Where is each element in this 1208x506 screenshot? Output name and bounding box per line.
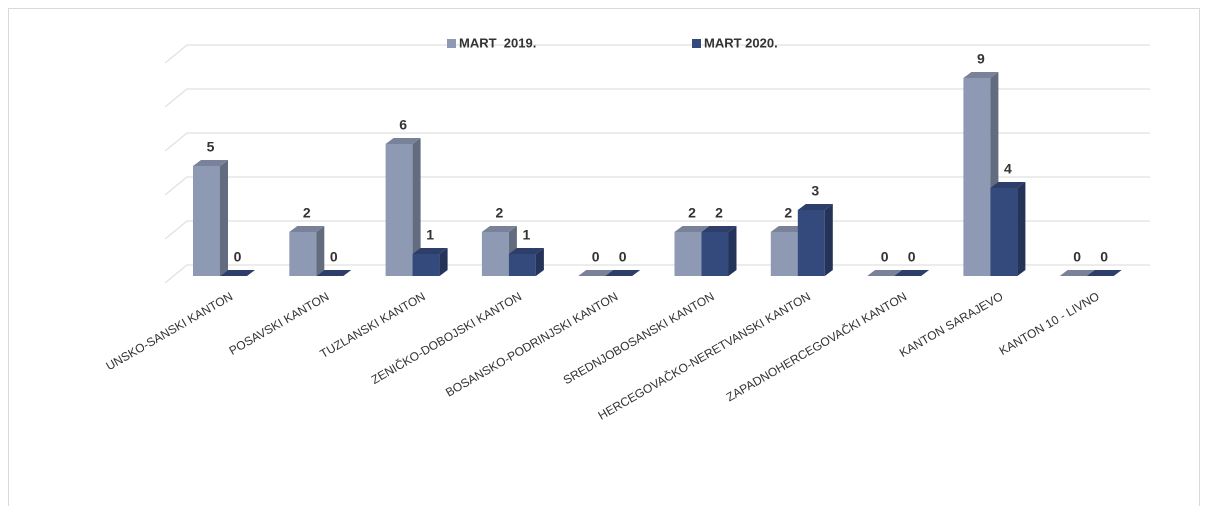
bar-side xyxy=(728,226,737,276)
bar-top xyxy=(674,226,710,232)
data-label: 0 xyxy=(330,249,338,265)
data-label: 2 xyxy=(688,205,696,221)
bar-front xyxy=(385,144,413,276)
data-label: 0 xyxy=(1100,249,1108,265)
x-tick-label: ZENIČKO-DOBOJSKI KANTON xyxy=(368,288,524,387)
x-tick-label: SREDNJOBOSANSKI KANTON xyxy=(561,289,717,387)
bar-top xyxy=(481,226,517,232)
x-tick-label: BOSANSKO-PODRINJSKI KANTON xyxy=(443,289,620,399)
data-label: 3 xyxy=(811,183,819,199)
bar-front xyxy=(412,254,440,276)
bar-front xyxy=(770,232,798,276)
bar xyxy=(316,270,352,276)
data-label: 2 xyxy=(784,205,792,221)
x-tick-label: UNSKO-SANSKI KANTON xyxy=(104,289,236,373)
bar xyxy=(193,160,228,276)
bar xyxy=(289,226,325,276)
bar-top xyxy=(990,182,1026,188)
legend-swatch xyxy=(447,39,456,48)
bar-side xyxy=(535,248,544,276)
data-label: 1 xyxy=(523,227,531,243)
data-label: 0 xyxy=(908,249,916,265)
bar-top xyxy=(770,226,806,232)
bar-top xyxy=(316,270,352,276)
data-label: 4 xyxy=(1004,161,1012,177)
bar-top xyxy=(963,72,999,78)
bar-front xyxy=(701,232,729,276)
bar-top xyxy=(797,204,833,210)
bar-front xyxy=(508,254,536,276)
bar xyxy=(797,204,833,276)
data-label: 6 xyxy=(399,117,407,133)
x-tick-label: ZAPADNOHERCEGOVAČKI KANTON xyxy=(723,288,909,404)
bar-top xyxy=(894,270,930,276)
bar xyxy=(701,226,737,276)
bar-top xyxy=(867,270,903,276)
bar-front xyxy=(193,166,220,276)
legend-label: MART 2019. xyxy=(459,35,536,50)
bar-top xyxy=(701,226,737,232)
bar xyxy=(578,270,614,276)
data-label: 2 xyxy=(715,205,723,221)
bar-side xyxy=(316,226,325,276)
bar xyxy=(1086,270,1122,276)
bar-top xyxy=(220,270,255,276)
data-label: 1 xyxy=(426,227,434,243)
bar-top xyxy=(385,138,421,144)
data-label: 2 xyxy=(303,205,311,221)
bar xyxy=(412,248,448,276)
bar-top xyxy=(605,270,641,276)
bar xyxy=(990,182,1026,276)
bar-front xyxy=(289,232,317,276)
x-tick-label: KANTON SARAJEVO xyxy=(897,289,1005,360)
bar-side xyxy=(824,204,833,276)
x-tick-label: POSAVSKI KANTON xyxy=(227,289,332,358)
bar-side xyxy=(439,248,448,276)
bar xyxy=(605,270,641,276)
bar-top xyxy=(193,160,228,166)
chart-border xyxy=(8,8,1200,506)
bar-side xyxy=(412,138,421,276)
bar xyxy=(220,270,255,276)
grid-line xyxy=(164,44,1150,64)
data-label: 0 xyxy=(619,249,627,265)
bar-top xyxy=(289,226,325,232)
data-label: 0 xyxy=(1073,249,1081,265)
legend-swatch xyxy=(692,39,701,48)
bar xyxy=(508,248,544,276)
bar-side xyxy=(1017,182,1026,276)
data-label: 5 xyxy=(207,139,215,155)
bar-top xyxy=(412,248,448,254)
legend-label: MART 2020. xyxy=(704,35,778,50)
bar-top xyxy=(508,248,544,254)
bar-top xyxy=(1059,270,1095,276)
bar-front xyxy=(963,78,991,276)
bar xyxy=(1059,270,1095,276)
grid-line xyxy=(164,88,1150,108)
bar xyxy=(385,138,421,276)
bar-top xyxy=(578,270,614,276)
data-label: 0 xyxy=(881,249,889,265)
bar-side xyxy=(220,160,228,276)
bar-front xyxy=(797,210,825,276)
bar-top xyxy=(1086,270,1122,276)
data-label: 0 xyxy=(592,249,600,265)
grid-line xyxy=(164,132,1150,152)
bar xyxy=(867,270,903,276)
bar xyxy=(894,270,930,276)
grid-line xyxy=(164,176,1150,196)
bar-front xyxy=(481,232,509,276)
data-label: 2 xyxy=(496,205,504,221)
bar-front xyxy=(990,188,1018,276)
data-label: 0 xyxy=(234,249,242,265)
data-label: 9 xyxy=(977,51,985,67)
x-tick-label: KANTON 10 - LIVNO xyxy=(997,289,1102,358)
bar-front xyxy=(674,232,702,276)
